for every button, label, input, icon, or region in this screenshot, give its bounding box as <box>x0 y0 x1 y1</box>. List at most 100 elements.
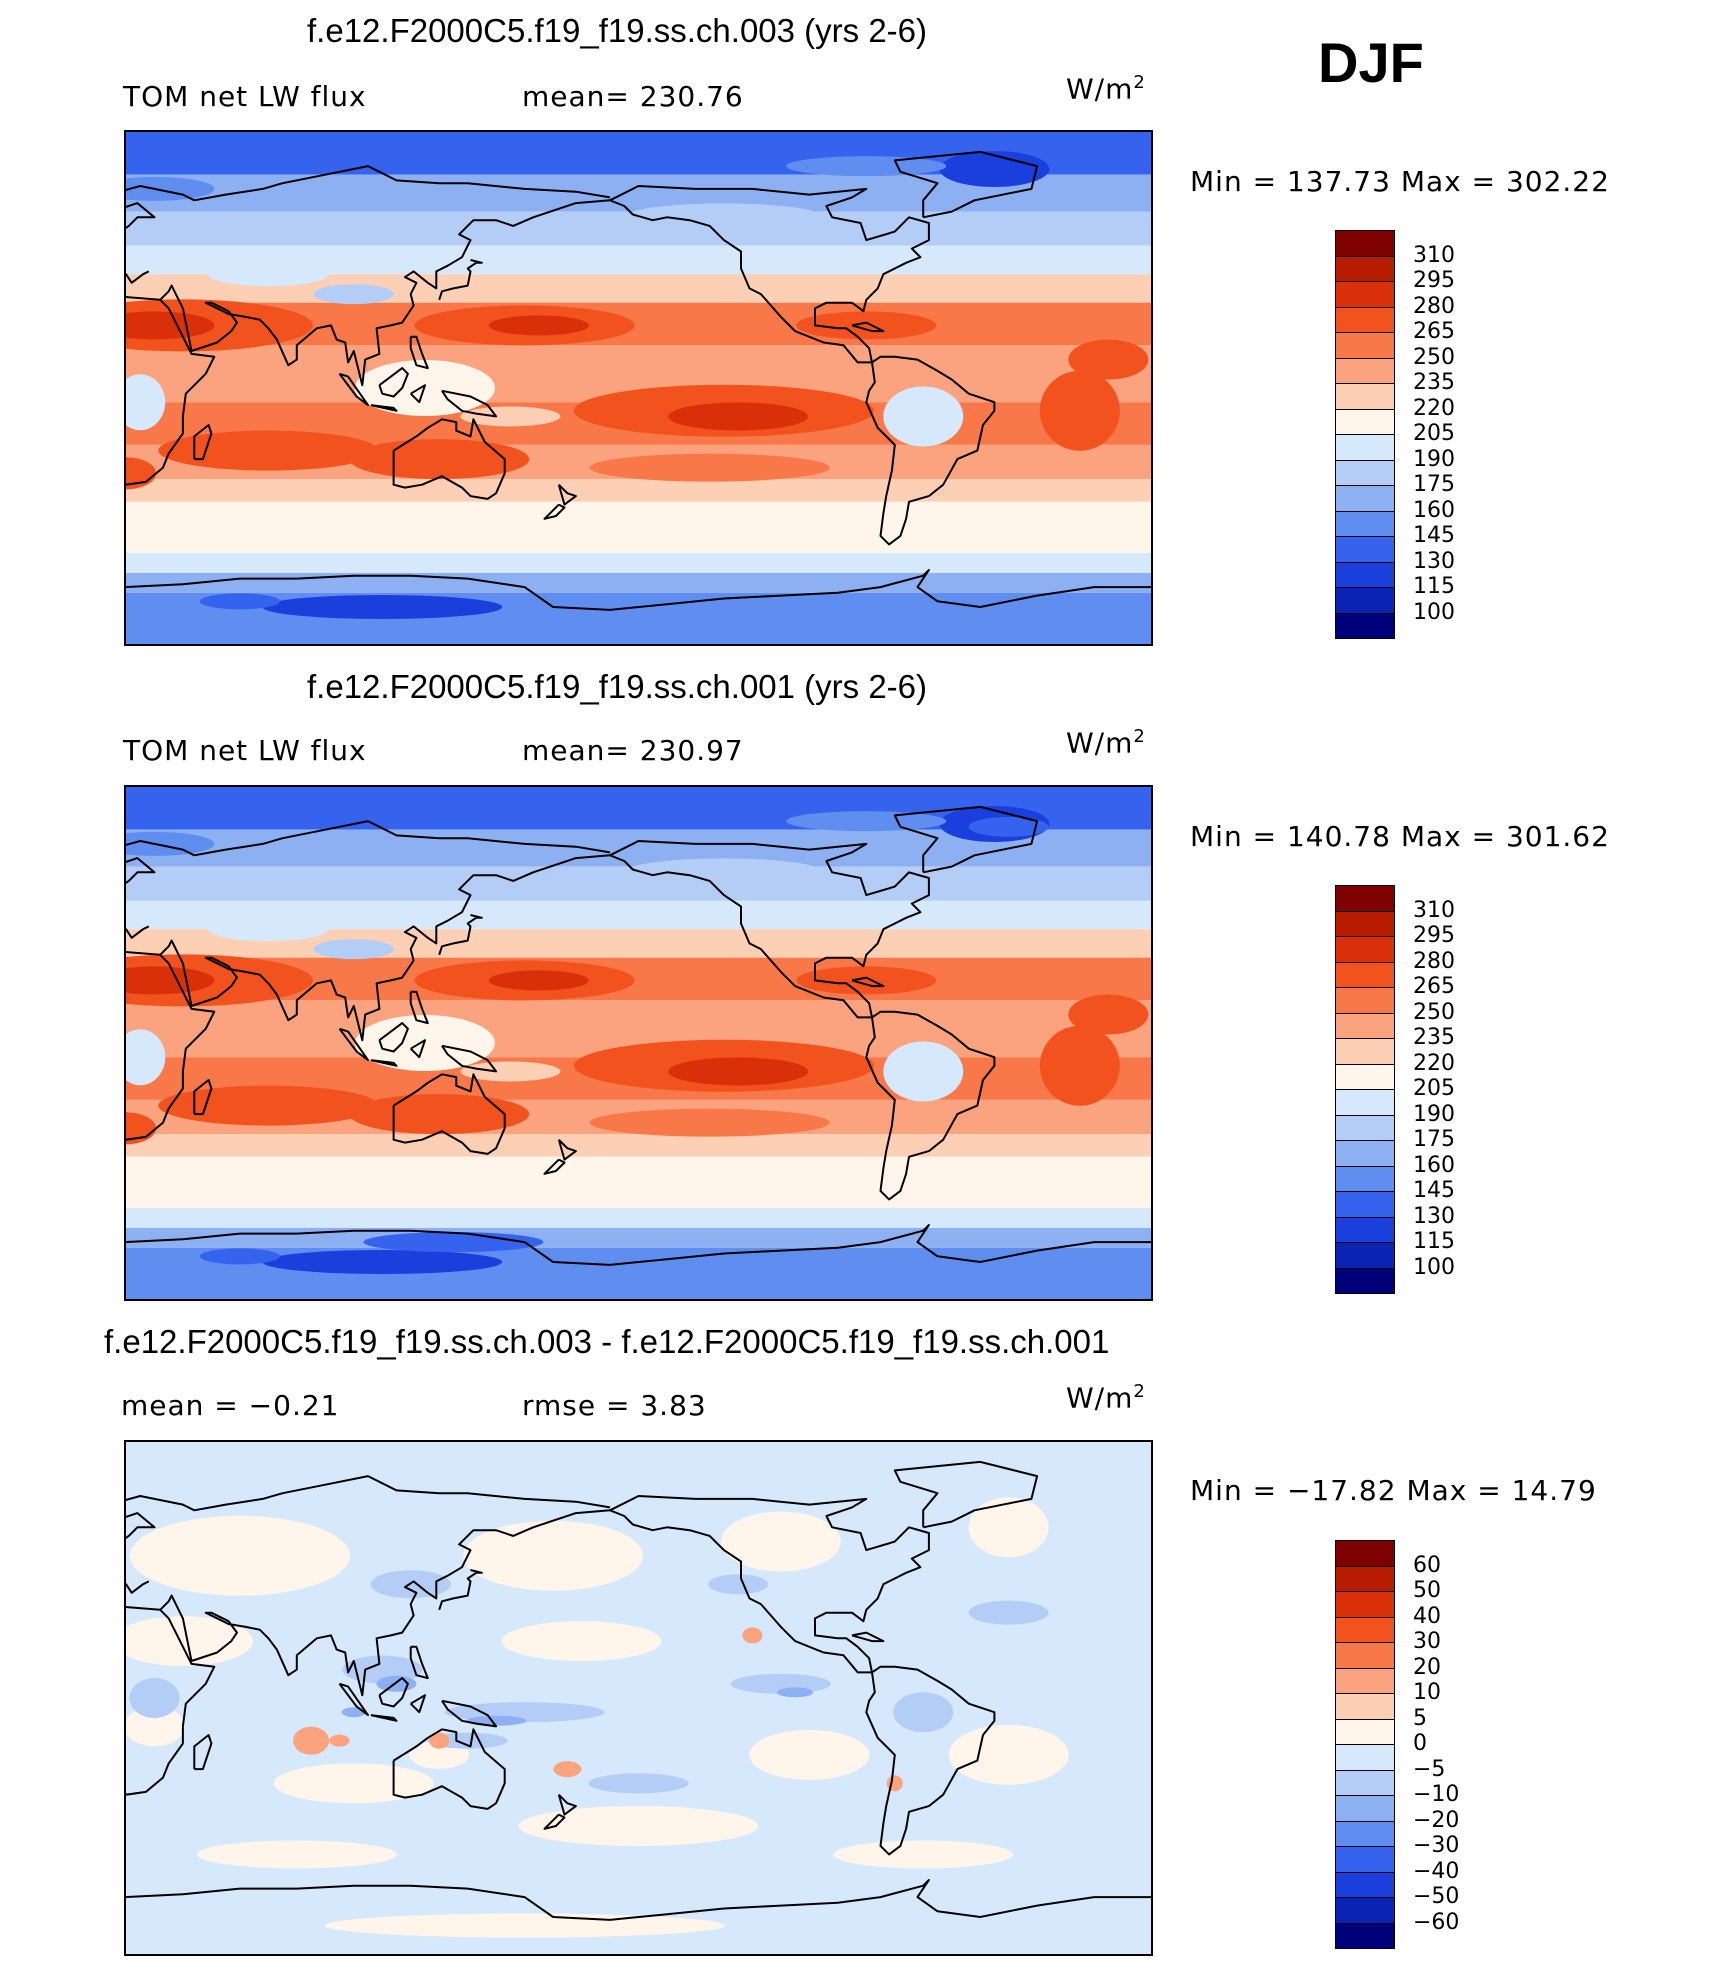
colorbar-label: 100 <box>1413 1254 1455 1280</box>
colorbar-label: −20 <box>1413 1807 1460 1833</box>
colorbar-swatch <box>1335 587 1395 614</box>
panel-3-colorbar: 60 50 40 30 20 10 5 0 −5 −10 −20 −30 −40 −50 −60 <box>1335 1540 1475 1949</box>
panel-3-mean-label: mean = −0.21 <box>121 1389 340 1422</box>
panel-2-title: f.e12.F2000C5.f19_f19.ss.ch.001 (yrs 2-6… <box>307 668 928 705</box>
panel-1-mean-label: mean= 230.76 <box>522 80 744 113</box>
panel-1-colorbar: 310 295 280 265 250 235 220 205 190 175 160 145 130 1… <box>1335 230 1475 639</box>
colorbar-swatch <box>1335 561 1395 588</box>
colorbar-label: 100 <box>1413 599 1455 625</box>
colorbar-swatch <box>1335 510 1395 537</box>
colorbar-label: 160 <box>1413 497 1455 523</box>
colorbar-label: 280 <box>1413 948 1455 974</box>
colorbar-label: 310 <box>1413 242 1455 268</box>
colorbar-label: 10 <box>1413 1680 1441 1705</box>
panel-2-mean-label: mean= 230.97 <box>522 734 744 767</box>
colorbar-swatch <box>1335 1038 1395 1065</box>
colorbar-swatch <box>1335 1565 1395 1592</box>
colorbar-label: 115 <box>1413 574 1455 599</box>
colorbar-swatch <box>1335 1012 1395 1039</box>
panel-2-map <box>124 785 1153 1301</box>
colorbar-swatch <box>1335 1114 1395 1141</box>
colorbar-swatch <box>1335 1744 1395 1771</box>
colorbar-label: 20 <box>1413 1654 1441 1680</box>
panel-3-map-canvas <box>126 1442 1151 1954</box>
panel-1-units: W/m2 <box>1066 72 1146 106</box>
colorbar-swatch <box>1335 1922 1395 1949</box>
colorbar-label: 0 <box>1413 1731 1427 1756</box>
colorbar-swatch <box>1335 485 1395 512</box>
colorbar-label: 115 <box>1413 1229 1455 1254</box>
colorbar-label: 295 <box>1413 268 1455 293</box>
colorbar-label: −40 <box>1413 1858 1460 1884</box>
panel-3-minmax: Min = −17.82 Max = 14.79 <box>1190 1474 1597 1507</box>
colorbar-swatch <box>1335 306 1395 333</box>
panel-1-minmax: Min = 137.73 Max = 302.22 <box>1190 165 1610 198</box>
colorbar-swatch <box>1335 1795 1395 1822</box>
colorbar-swatch <box>1335 1616 1395 1643</box>
colorbar-swatch <box>1335 1897 1395 1924</box>
colorbar-label: 310 <box>1413 897 1455 923</box>
colorbar-swatch <box>1335 961 1395 988</box>
colorbar-label: 145 <box>1413 1178 1455 1203</box>
colorbar-swatch <box>1335 434 1395 461</box>
colorbar-label: 30 <box>1413 1629 1441 1654</box>
colorbar-label: −5 <box>1413 1756 1446 1782</box>
colorbar-label: 130 <box>1413 1203 1455 1229</box>
colorbar-swatch <box>1335 1667 1395 1694</box>
colorbar-swatch <box>1335 1718 1395 1745</box>
colorbar-swatch <box>1335 1140 1395 1167</box>
colorbar-swatch <box>1335 1063 1395 1090</box>
colorbar-label: 190 <box>1413 1101 1455 1127</box>
colorbar-label: 60 <box>1413 1552 1441 1578</box>
colorbar-swatch <box>1335 910 1395 937</box>
panel-2-colorbar: 310 295 280 265 250 235 220 205 190 175 160 145 130 1… <box>1335 885 1475 1294</box>
colorbar-swatch <box>1335 1089 1395 1116</box>
colorbar-label: 130 <box>1413 548 1455 574</box>
panel-1-variable-label: TOM net LW flux <box>123 80 367 113</box>
colorbar-label: 295 <box>1413 923 1455 948</box>
colorbar-swatch <box>1335 281 1395 308</box>
colorbar-label: 250 <box>1413 344 1455 370</box>
panel-1-map-canvas <box>126 132 1151 644</box>
colorbar-swatch <box>1335 1846 1395 1873</box>
colorbar-label: 235 <box>1413 370 1455 395</box>
colorbar-swatch <box>1335 1693 1395 1720</box>
colorbar-label: 175 <box>1413 472 1455 497</box>
colorbar-label: −60 <box>1413 1909 1460 1935</box>
panel-3-title: f.e12.F2000C5.f19_f19.ss.ch.003 - f.e12.… <box>104 1323 1110 1360</box>
colorbar-label: 145 <box>1413 523 1455 548</box>
colorbar-swatch <box>1335 1540 1395 1567</box>
colorbar-swatch <box>1335 1591 1395 1618</box>
colorbar-swatch <box>1335 1216 1395 1243</box>
colorbar-swatch <box>1335 459 1395 486</box>
colorbar-swatch <box>1335 1871 1395 1898</box>
colorbar-label: −50 <box>1413 1884 1460 1909</box>
colorbar-swatch <box>1335 536 1395 563</box>
panel-1-title: f.e12.F2000C5.f19_f19.ss.ch.003 (yrs 2-6… <box>307 12 928 49</box>
colorbar-swatch <box>1335 1267 1395 1294</box>
colorbar-swatch <box>1335 1191 1395 1218</box>
panel-3-rmse-label: rmse = 3.83 <box>522 1389 707 1422</box>
colorbar-swatch <box>1335 1642 1395 1669</box>
colorbar-swatch <box>1335 936 1395 963</box>
colorbar-label: 265 <box>1413 974 1455 999</box>
colorbar-label: 205 <box>1413 421 1455 446</box>
colorbar-swatch <box>1335 1242 1395 1269</box>
panel-3-map <box>124 1440 1153 1956</box>
colorbar-label: 205 <box>1413 1076 1455 1101</box>
colorbar-swatch <box>1335 1165 1395 1192</box>
colorbar-swatch <box>1335 255 1395 282</box>
colorbar-label: 5 <box>1413 1705 1427 1731</box>
colorbar-label: −10 <box>1413 1782 1460 1807</box>
colorbar-swatch <box>1335 357 1395 384</box>
panel-2-units: W/m2 <box>1066 726 1146 760</box>
colorbar-label: 175 <box>1413 1127 1455 1152</box>
panel-2-map-canvas <box>126 787 1151 1299</box>
colorbar-label: 190 <box>1413 446 1455 472</box>
colorbar-swatch <box>1335 383 1395 410</box>
season-label: DJF <box>1318 31 1424 94</box>
colorbar-swatch <box>1335 332 1395 359</box>
colorbar-label: 220 <box>1413 1050 1455 1076</box>
panel-2-minmax: Min = 140.78 Max = 301.62 <box>1190 820 1610 853</box>
colorbar-label: 40 <box>1413 1603 1441 1629</box>
